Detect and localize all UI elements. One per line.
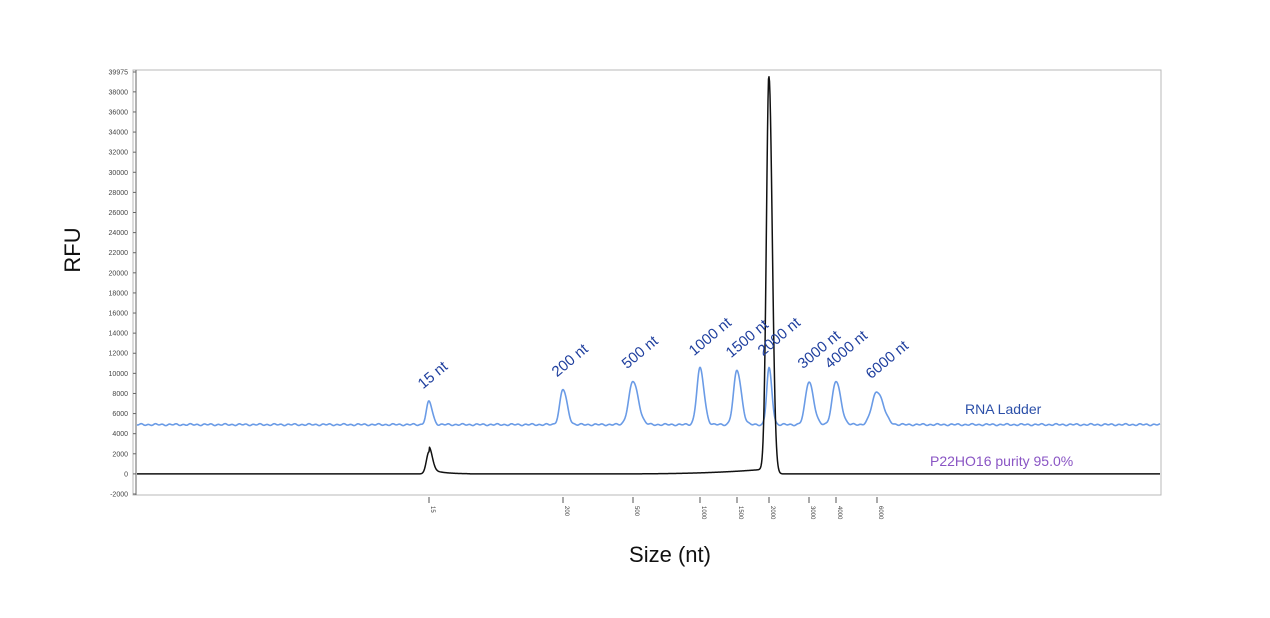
- y-tick-label: 32000: [109, 150, 129, 157]
- x-tick-label: 200: [563, 506, 569, 517]
- y-tick-label: 26000: [109, 210, 129, 217]
- x-ticks: 15 200 500 1000 1500 2000 3000 4000 6000: [428, 497, 883, 520]
- peak-label: 200 nt: [549, 340, 593, 380]
- y-tick-label: 18000: [109, 290, 129, 297]
- series-label-sample: P22HO16 purity 95.0%: [930, 453, 1073, 469]
- y-tick-label: 0: [124, 471, 128, 478]
- x-tick-label: 15: [429, 506, 435, 513]
- y-axis-label: RFU: [60, 227, 85, 272]
- series-line: [136, 76, 1161, 475]
- y-tick-label: 30000: [109, 170, 129, 177]
- x-tick-label: 3000: [809, 506, 815, 520]
- peak-label: 15 nt: [415, 358, 452, 393]
- y-tick-label: 16000: [109, 311, 129, 318]
- series-line: [136, 366, 1161, 427]
- y-tick-label: 10000: [109, 371, 129, 378]
- y-tick-label: 28000: [109, 190, 129, 197]
- y-tick-label: 22000: [109, 250, 129, 257]
- y-tick-label: 34000: [109, 130, 129, 137]
- x-tick-label: 1500: [737, 506, 743, 520]
- y-tick-label: 4000: [112, 431, 128, 438]
- peak-label: 6000 nt: [863, 337, 913, 383]
- y-tick-label: 14000: [109, 331, 129, 338]
- y-tick-label: 38000: [109, 89, 129, 96]
- y-tick-label: 39975: [109, 70, 129, 77]
- peak-label: 500 nt: [619, 332, 663, 372]
- y-ticks: -2000 0 2000 4000 6000 8000 10000 12000 14000 160…: [109, 70, 136, 499]
- y-tick-label: -2000: [110, 492, 128, 499]
- x-tick-label: 6000: [877, 506, 883, 520]
- y-tick-label: 2000: [112, 451, 128, 458]
- x-tick-label: 1000: [700, 506, 706, 520]
- y-tick-label: 20000: [109, 270, 129, 277]
- x-tick-label: 500: [633, 506, 639, 517]
- plot-frame: [132, 69, 1162, 496]
- traces: [136, 76, 1161, 475]
- x-tick-label: 4000: [836, 506, 842, 520]
- y-tick-label: 8000: [112, 391, 128, 398]
- series-label-ladder: RNA Ladder: [965, 401, 1042, 417]
- x-tick-label: 2000: [769, 506, 775, 520]
- y-tick-label: 12000: [109, 351, 129, 358]
- y-tick-label: 24000: [109, 230, 129, 237]
- x-axis-label: Size (nt): [629, 542, 711, 567]
- y-tick-label: 6000: [112, 411, 128, 418]
- y-tick-label: 36000: [109, 109, 129, 116]
